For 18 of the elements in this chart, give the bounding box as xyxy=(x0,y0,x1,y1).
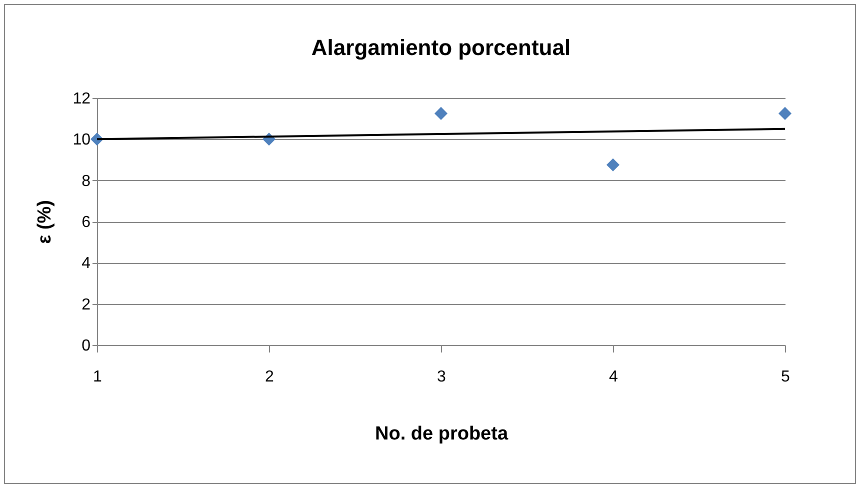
y-tick-label: 8 xyxy=(82,172,91,190)
y-tick-label: 6 xyxy=(82,214,91,231)
y-axis-title: ε (%) xyxy=(34,200,56,244)
y-tick-label: 10 xyxy=(72,132,91,149)
x-tick-label: 5 xyxy=(781,368,790,386)
x-tick-label: 4 xyxy=(609,368,618,386)
x-axis-title: No. de probeta xyxy=(374,424,508,444)
y-tick-label: 0 xyxy=(82,338,91,354)
y-tick-label: 12 xyxy=(72,90,91,108)
chart-title: Alargamiento porcentual xyxy=(311,35,571,60)
point xyxy=(778,106,792,120)
x-tick-label: 2 xyxy=(265,368,274,386)
y-tick-label: 4 xyxy=(82,255,91,272)
point xyxy=(434,106,448,120)
point xyxy=(606,158,620,172)
x-tick-label: 3 xyxy=(437,368,446,386)
x-tick-label: 1 xyxy=(93,368,102,386)
y-tick-label: 2 xyxy=(82,296,91,314)
